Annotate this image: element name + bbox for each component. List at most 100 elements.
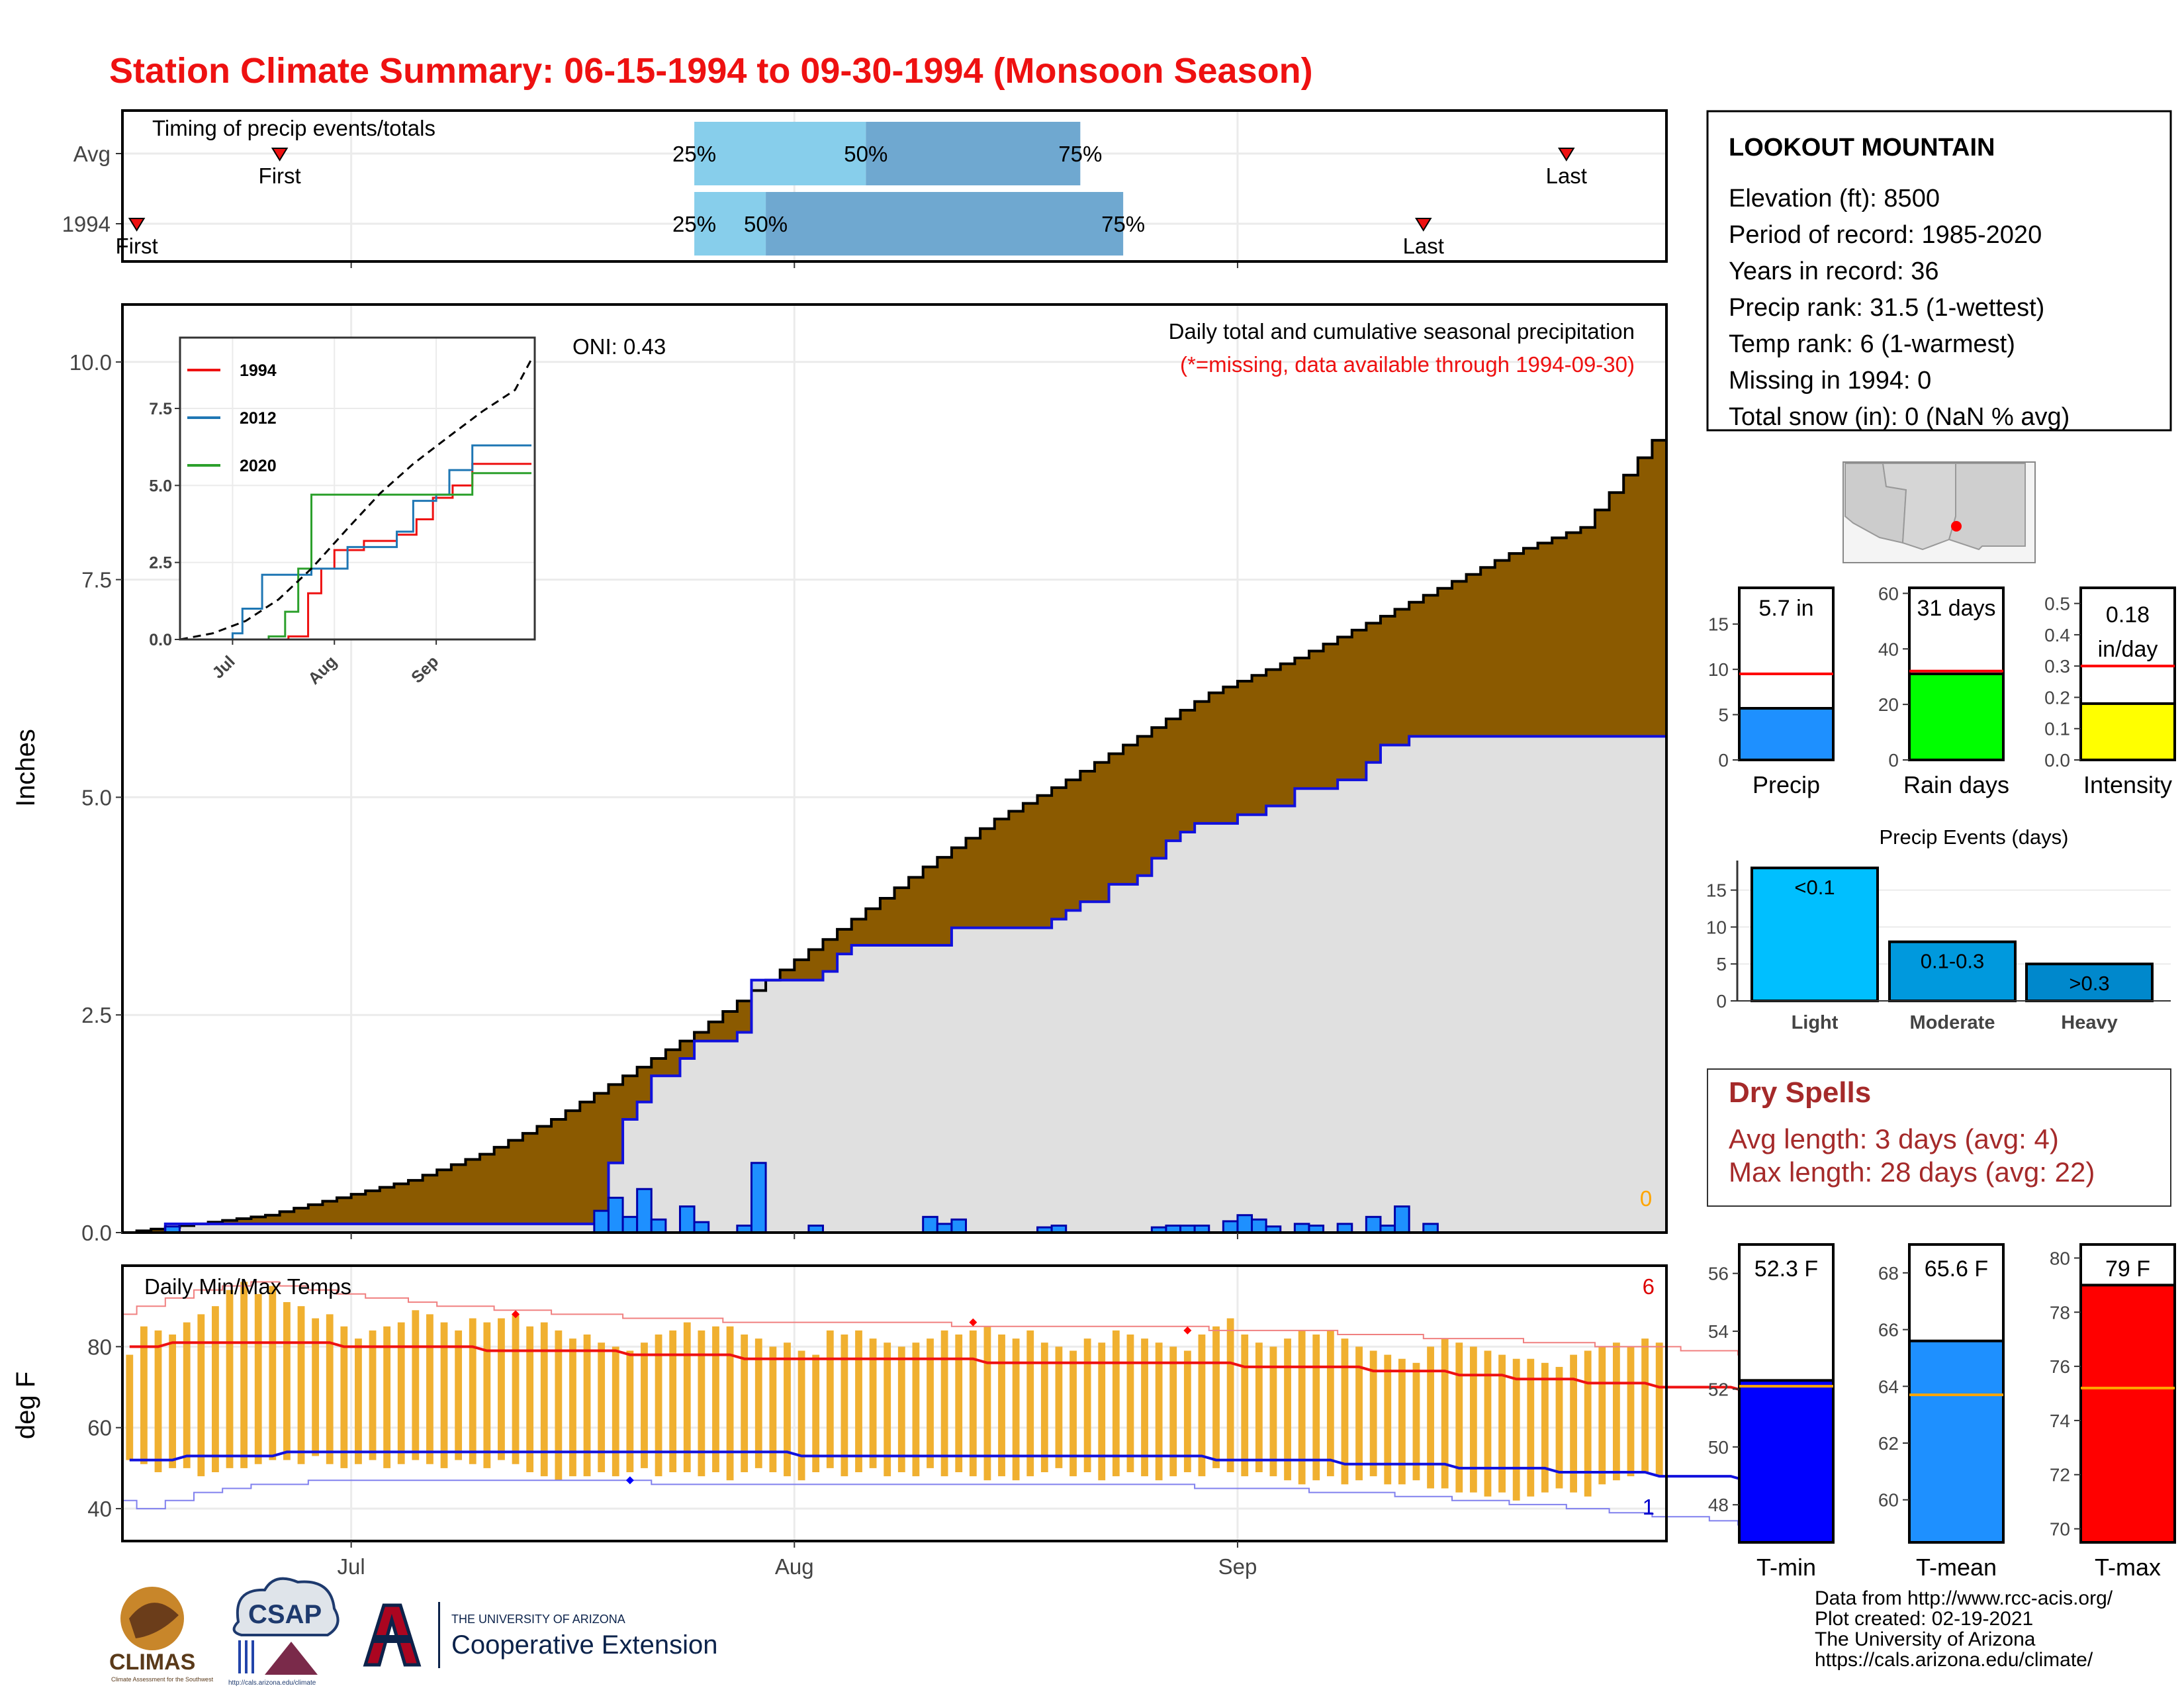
timing-avg-pct-2: 75%: [1058, 142, 1102, 166]
record-max-count: 6: [1643, 1274, 1655, 1299]
daily-temp-bar: [1241, 1335, 1249, 1477]
daily-temp-bar: [1169, 1346, 1177, 1477]
daily-precip-bar: [1251, 1218, 1267, 1234]
daily-temp-bar: [1641, 1338, 1649, 1472]
daily-temp-bar: [240, 1282, 248, 1468]
daily-temp-bar: [869, 1338, 877, 1468]
events-bar-label-heavy: >0.3: [2069, 972, 2109, 995]
avg-min-line: [129, 1450, 1760, 1482]
station-line-elevation: Elevation (ft): 8500: [1729, 185, 1940, 212]
station-line-period: Period of record: 1985-2020: [1729, 221, 2042, 249]
intensity-x-label: Intensity: [2083, 771, 2172, 798]
temps-x-tick-label-0: Jul: [338, 1554, 365, 1579]
daily-temp-bar: [1026, 1330, 1034, 1477]
daily-precip-bar: [678, 1205, 696, 1234]
inset-avg-dashed-line: [179, 358, 533, 641]
daily-temp-bar: [297, 1306, 305, 1464]
daily-temp-bar: [254, 1293, 262, 1464]
ua-divider: [438, 1602, 440, 1668]
intensity-value-unit: in/day: [2098, 637, 2158, 662]
precip_total-y-tick-label-1: 5: [1718, 705, 1729, 726]
station-name: LOOKOUT MOUNTAIN: [1729, 134, 1995, 162]
timing-title: Timing of precip events/totals: [152, 116, 435, 140]
intensity-y-tick-label-3: 0.3: [2044, 656, 2070, 677]
daily-temp-bar: [797, 1350, 805, 1481]
daily-temp-bar: [1512, 1358, 1520, 1501]
daily-precip-bar: [636, 1188, 653, 1234]
station-location-marker: [1951, 521, 1962, 532]
events-y-tick-label-0: 0: [1716, 991, 1727, 1011]
daily-temp-bar: [754, 1338, 762, 1468]
inset-y-tick-label-2: 5.0: [149, 477, 172, 495]
t_min-bar: [1738, 1379, 1835, 1544]
daily-precip-bar: [950, 1218, 968, 1234]
daily-temp-bar: [1069, 1350, 1077, 1477]
timing-y1994-last-marker: [1414, 218, 1432, 232]
t_max-x-label: T-max: [2095, 1554, 2161, 1581]
daily-temp-bar: [1570, 1354, 1577, 1493]
csap-mountain: [265, 1642, 318, 1675]
inset-frame: [179, 336, 536, 641]
csap-rain-bar-2: [245, 1640, 248, 1673]
inset-series-line-1994: [180, 463, 532, 641]
daily-temp-bar: [1555, 1366, 1563, 1489]
inset-y-tick-label-0: 0.0: [149, 631, 172, 649]
main-y-tick-label-4: 10.0: [69, 350, 112, 375]
daily-temp-bar: [1584, 1350, 1592, 1497]
daily-temp-bar: [283, 1302, 291, 1460]
daily-temp-bar: [369, 1330, 377, 1460]
daily-temp-bar: [1212, 1326, 1220, 1468]
main-y-axis-title: Inches: [11, 729, 40, 807]
record-high-marker: [969, 1318, 978, 1327]
daily-temp-bar: [1427, 1346, 1434, 1489]
daily-temp-bar: [1098, 1342, 1106, 1481]
daily-temp-bar: [212, 1306, 219, 1472]
rain_days-y-tick-label-0: 0: [1888, 750, 1899, 771]
events-y-tick-label-1: 5: [1716, 954, 1727, 974]
inset-plot-area: [180, 338, 535, 639]
daily-temp-bar: [1455, 1342, 1463, 1493]
t_max-y-tick-label-1: 72: [2050, 1465, 2070, 1485]
dry-spells-frame: [1707, 1068, 2171, 1207]
main-y-tick-label-3: 7.5: [81, 568, 112, 592]
daily-temp-bar: [340, 1326, 348, 1468]
daily-temp-bar: [969, 1330, 977, 1477]
record-high-marker: [1183, 1326, 1192, 1335]
daily-precip-bar: [1222, 1220, 1239, 1234]
temps-frame: [121, 1264, 1668, 1542]
intensity-y-tick-label-2: 0.2: [2044, 687, 2070, 708]
intensity-y-tick-label-5: 0.5: [2044, 594, 2070, 614]
events-bar-label-light: <0.1: [1794, 876, 1835, 899]
credit-university: The University of Arizona: [1815, 1628, 2036, 1650]
climas-emblem-swoosh: [129, 1603, 179, 1638]
timing-avg-last-marker: [1558, 148, 1575, 162]
t_mean-x-label: T-mean: [1916, 1554, 1997, 1581]
timing-bar-avg-q2: [866, 122, 1081, 185]
daily-temp-bar: [769, 1346, 777, 1472]
temps-y-tick-label-2: 80: [87, 1335, 112, 1359]
daily-temp-bar: [884, 1342, 891, 1477]
main-frame: [121, 303, 1668, 1234]
rain_days-x-label: Rain days: [1903, 771, 2009, 798]
intensity-y-tick-label-1: 0.1: [2044, 719, 2070, 739]
station-line-years: Years in record: 36: [1729, 258, 1939, 285]
precip_total-y-tick-label-0: 0: [1718, 750, 1729, 771]
inset-legend-label-2012: 2012: [240, 409, 277, 428]
events-x-label-light: Light: [1792, 1012, 1839, 1033]
t_mean-y-tick-label-4: 68: [1878, 1263, 1899, 1284]
daily-temp-bar: [269, 1286, 277, 1460]
daily-temp-bar: [397, 1322, 405, 1464]
timing-avg-pct-1: 50%: [844, 142, 887, 166]
temps-y-axis-title: deg F: [11, 1372, 40, 1439]
events-bar-light: [1751, 867, 1879, 1002]
daily-temp-bar: [455, 1330, 463, 1460]
daily-temp-bar: [312, 1318, 320, 1456]
daily-precip-bar: [693, 1221, 710, 1234]
station-line-precip-rank: Precip rank: 31.5 (1-wettest): [1729, 294, 2044, 322]
daily-temp-bar: [1126, 1335, 1134, 1472]
daily-temp-bar: [1155, 1342, 1163, 1481]
daily-temp-bar: [812, 1354, 820, 1472]
daily-temp-bar: [855, 1330, 862, 1472]
station-line-snow: Total snow (in): 0 (NaN % avg): [1729, 403, 2070, 431]
timing-bar-y1994-q2: [766, 192, 1124, 256]
